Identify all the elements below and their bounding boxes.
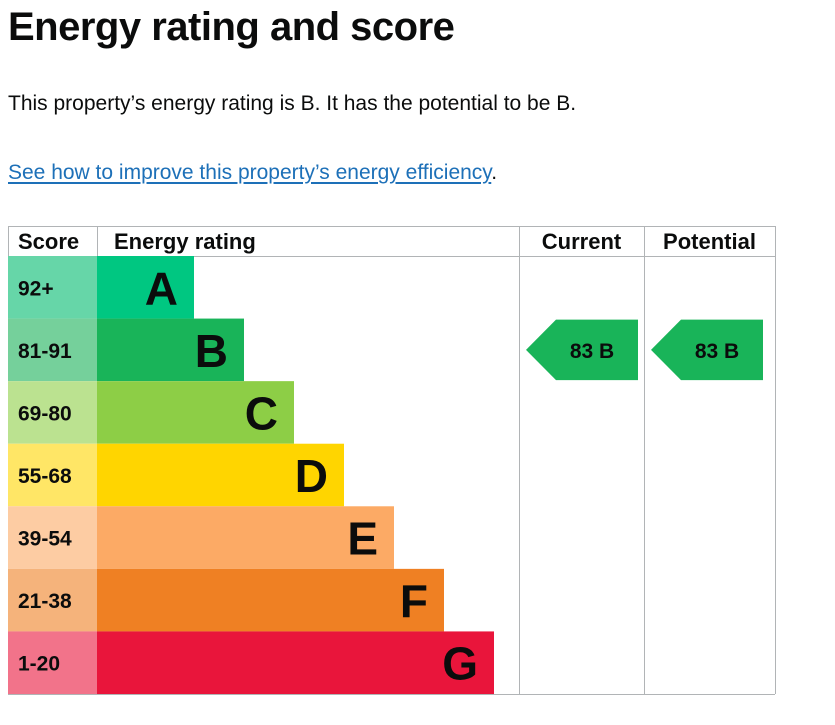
page-title: Energy rating and score [8, 5, 455, 49]
current-rating-arrow [526, 319, 638, 381]
potential-rating-arrow [651, 319, 763, 381]
score-range-d: 55-68 [18, 465, 72, 488]
band-bar-b [97, 318, 244, 382]
band-letter-g: G [442, 638, 478, 690]
score-range-c: 69-80 [18, 402, 72, 425]
score-range-g: 1-20 [18, 653, 60, 676]
column-header-potential: Potential [663, 229, 756, 254]
score-range-b: 81-91 [18, 340, 72, 363]
improve-efficiency-link[interactable]: See how to improve this property’s energ… [8, 161, 492, 184]
column-header-energy-rating: Energy rating [114, 229, 256, 254]
improve-paragraph: See how to improve this property’s energ… [8, 159, 497, 187]
score-cell-b [8, 318, 97, 382]
band-letter-c: C [245, 387, 278, 439]
band-letter-e: E [347, 513, 378, 565]
score-range-f: 21-38 [18, 590, 72, 613]
score-cell-c [8, 381, 97, 444]
score-range-e: 39-54 [18, 528, 72, 551]
score-cell-f [8, 568, 97, 632]
band-letter-b: B [195, 325, 228, 377]
column-header-current: Current [542, 229, 622, 254]
score-range-a: 92+ [18, 277, 54, 300]
score-cell-e [8, 506, 97, 569]
column-header-score: Score [18, 229, 79, 254]
rating-markers: 83 B 83 B [526, 319, 763, 381]
score-cell-g [8, 631, 97, 694]
rating-summary: This property’s energy rating is B. It h… [8, 92, 577, 115]
band-bar-d [97, 443, 344, 507]
band-letter-f: F [400, 575, 428, 627]
score-cell-a [8, 256, 97, 319]
band-bar-f [97, 568, 444, 632]
band-bar-e [97, 506, 394, 569]
chart-grid [8, 226, 776, 695]
potential-rating-label: 83 B [695, 340, 739, 363]
band-bar-c [97, 381, 294, 444]
improve-link-suffix: . [491, 161, 498, 184]
band-letter-a: A [145, 262, 178, 314]
column-headers: Score Energy rating Current Potential [18, 229, 756, 254]
score-cell-d [8, 443, 97, 507]
current-rating-label: 83 B [570, 340, 614, 363]
rating-bands: 92+ A 81-91 B 69-80 C 55-68 D 39-54 E 21-38 F 1-20 G [8, 256, 494, 694]
band-letter-d: D [295, 450, 328, 502]
band-bar-g [97, 631, 494, 694]
band-bar-a [97, 256, 194, 319]
